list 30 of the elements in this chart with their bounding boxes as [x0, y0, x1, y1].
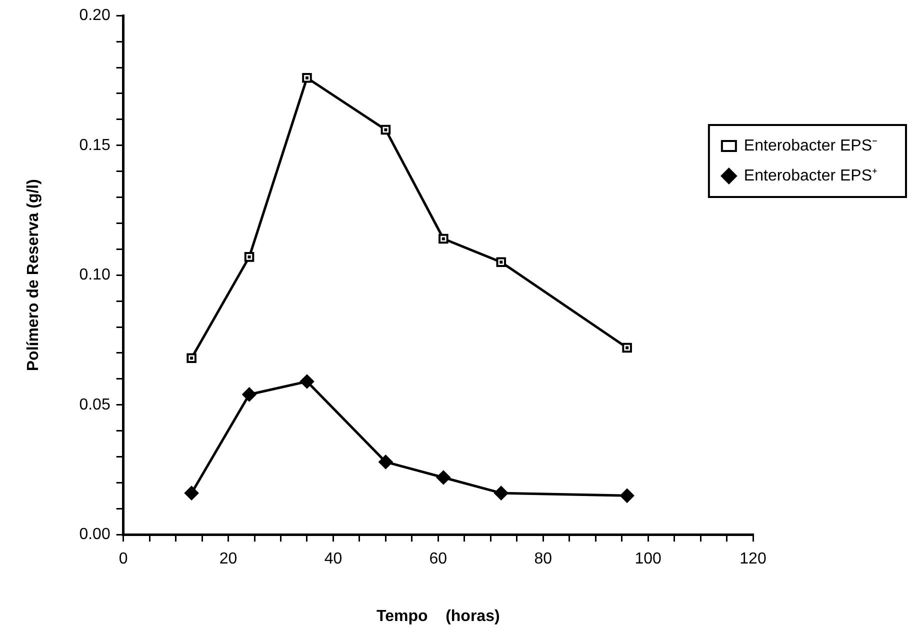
y-tick-label: 0.05: [79, 396, 110, 414]
point: [380, 124, 391, 135]
x-tick-label: 20: [219, 550, 238, 568]
x-tick-label: 120: [740, 550, 766, 568]
x-tick-label: 100: [634, 550, 662, 568]
point: [300, 374, 314, 388]
point: [244, 252, 254, 262]
y-tick-label: 0.20: [79, 7, 110, 24]
point: [494, 486, 508, 500]
point: [496, 257, 506, 268]
point: [184, 486, 199, 500]
x-axis-title: Tempo (horas): [376, 608, 500, 625]
y-axis-title: Polímero de Reserva (g/l): [25, 179, 42, 372]
point: [186, 353, 196, 364]
y-tick-label: 0.15: [79, 136, 110, 154]
y-tick-label: 0.00: [79, 526, 110, 544]
point: [302, 72, 312, 83]
point: [620, 488, 634, 503]
point: [378, 454, 393, 469]
legend-label: Enterobacter EPS⁻: [744, 137, 878, 154]
x-tick-label: 60: [429, 550, 448, 568]
x-tick-label: 80: [534, 550, 552, 568]
y-tick-label: 0.10: [79, 266, 110, 284]
legend-label: Enterobacter EPS⁺: [744, 167, 878, 184]
point: [242, 387, 256, 402]
point: [622, 342, 632, 353]
x-tick-label: 40: [324, 550, 342, 568]
point: [438, 234, 448, 244]
x-tick-label: 0: [118, 550, 128, 568]
point: [436, 470, 450, 485]
